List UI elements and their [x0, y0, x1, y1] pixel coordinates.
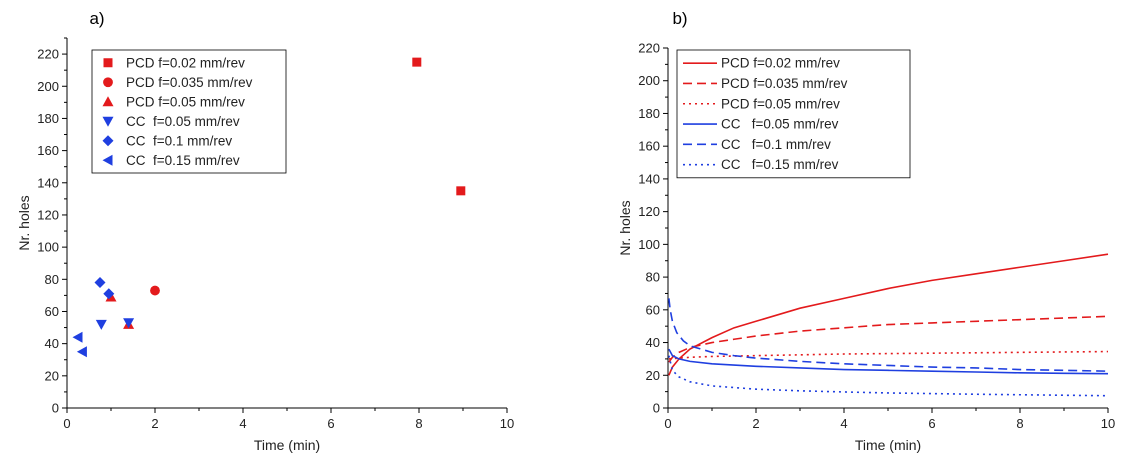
series-line: [668, 298, 1109, 372]
legend-label: PCD f=0.035 mm/rev: [126, 75, 253, 90]
legend-frame: [676, 49, 911, 179]
data-point: [150, 285, 160, 296]
legend-label: PCD f=0.05 mm/rev: [126, 94, 245, 109]
legend-label: PCD f=0.035 mm/rev: [721, 76, 848, 91]
y-tick-label: 40: [646, 335, 660, 350]
panel-b-x-ticks: 0 2 4 6 8 10: [664, 408, 1115, 431]
x-tick-label: 8: [415, 416, 422, 431]
legend-label: CC f=0.1 mm/rev: [126, 133, 232, 148]
y-tick-label: 120: [37, 207, 59, 222]
legend-label: CC f=0.05 mm/rev: [126, 114, 240, 129]
x-tick-label: 6: [928, 416, 935, 431]
y-tick-label: 0: [52, 401, 59, 416]
legend-marker: [102, 135, 114, 147]
legend-label: PCD f=0.02 mm/rev: [721, 56, 840, 71]
y-tick-label: 220: [37, 47, 59, 62]
y-tick-label: 160: [638, 139, 660, 154]
y-tick-label: 80: [45, 272, 59, 287]
y-tick-label: 160: [37, 143, 59, 158]
legend-marker: [102, 116, 114, 127]
series-line: [668, 350, 1109, 360]
legend-label: CC f=0.05 mm/rev: [721, 117, 839, 132]
legend-label: PCD f=0.05 mm/rev: [721, 96, 840, 111]
series-line: [668, 253, 1109, 376]
panel-b-series-lines: [668, 253, 1109, 397]
legend-marker: [102, 154, 113, 166]
y-tick-label: 0: [653, 401, 660, 416]
series-line: [668, 348, 1109, 375]
y-tick-label: 220: [638, 41, 660, 56]
legend-frame: [91, 49, 287, 174]
panel-a-x-ticks: 0 2 4 6 8 10: [63, 408, 514, 431]
panel-a-y-ticks: 0 20 40 60 80 100 120 140 160 180 200 220: [37, 37, 67, 416]
y-tick-label: 120: [638, 204, 660, 219]
data-point: [412, 57, 422, 67]
x-tick-label: 0: [63, 416, 70, 431]
data-point: [76, 346, 87, 358]
x-tick-label: 2: [752, 416, 759, 431]
y-tick-label: 140: [37, 175, 59, 190]
panel-a-chart: a) 0 2 4 6 8 10 0 20 40 60 80 100 120 140 160 180 200 22…: [16, 9, 514, 453]
x-tick-label: 4: [239, 416, 246, 431]
y-tick-label: 60: [45, 304, 59, 319]
data-point: [456, 186, 466, 196]
panel-b-y-axis-title: Nr. holes: [617, 200, 633, 255]
data-point: [103, 288, 115, 300]
y-tick-label: 80: [646, 270, 660, 285]
panel-b-legend: PCD f=0.02 mm/rev PCD f=0.035 mm/rev PCD f…: [676, 49, 911, 179]
data-point: [123, 318, 135, 329]
y-tick-label: 200: [638, 73, 660, 88]
panel-b-label: b): [672, 9, 687, 28]
y-tick-label: 100: [37, 240, 59, 255]
x-tick-label: 0: [664, 416, 671, 431]
data-point: [94, 277, 106, 289]
series-line: [668, 355, 1109, 397]
legend-label: CC f=0.15 mm/rev: [721, 157, 839, 172]
legend-marker: [103, 77, 113, 88]
y-tick-label: 40: [45, 336, 59, 351]
data-point: [72, 331, 83, 343]
series-line: [668, 315, 1109, 363]
y-tick-label: 100: [638, 237, 660, 252]
y-tick-label: 180: [638, 106, 660, 121]
y-tick-label: 180: [37, 111, 59, 126]
panel-a-legend: PCD f=0.02 mm/rev PCD f=0.035 mm/rev PCD f…: [91, 49, 287, 174]
legend-label: CC f=0.15 mm/rev: [126, 153, 240, 168]
panel-a-data-points: [72, 57, 466, 358]
x-tick-label: 6: [327, 416, 334, 431]
data-point: [95, 319, 107, 330]
legend-marker: [102, 96, 114, 107]
legend-label: CC f=0.1 mm/rev: [721, 137, 831, 152]
y-tick-label: 140: [638, 171, 660, 186]
y-tick-label: 20: [646, 368, 660, 383]
x-tick-label: 10: [1101, 416, 1115, 431]
x-tick-label: 4: [840, 416, 847, 431]
y-tick-label: 20: [45, 368, 59, 383]
panel-a-x-axis-title: Time (min): [254, 437, 320, 453]
panel-b-x-axis-title: Time (min): [855, 437, 921, 453]
y-tick-label: 60: [646, 302, 660, 317]
panel-a-y-axis-title: Nr. holes: [16, 195, 32, 250]
legend-marker: [103, 58, 113, 68]
panel-b-chart: b) 0 2 4 6 8 10 0 20 40 60 80 100 120 140 160 180 200 22…: [617, 9, 1115, 453]
panel-a-label: a): [89, 9, 104, 28]
x-tick-label: 2: [151, 416, 158, 431]
x-tick-label: 10: [500, 416, 514, 431]
panel-b-y-ticks: 0 20 40 60 80 100 120 140 160 180 200 220: [638, 41, 668, 416]
y-tick-label: 200: [37, 79, 59, 94]
legend-label: PCD f=0.02 mm/rev: [126, 55, 245, 70]
x-tick-label: 8: [1016, 416, 1023, 431]
